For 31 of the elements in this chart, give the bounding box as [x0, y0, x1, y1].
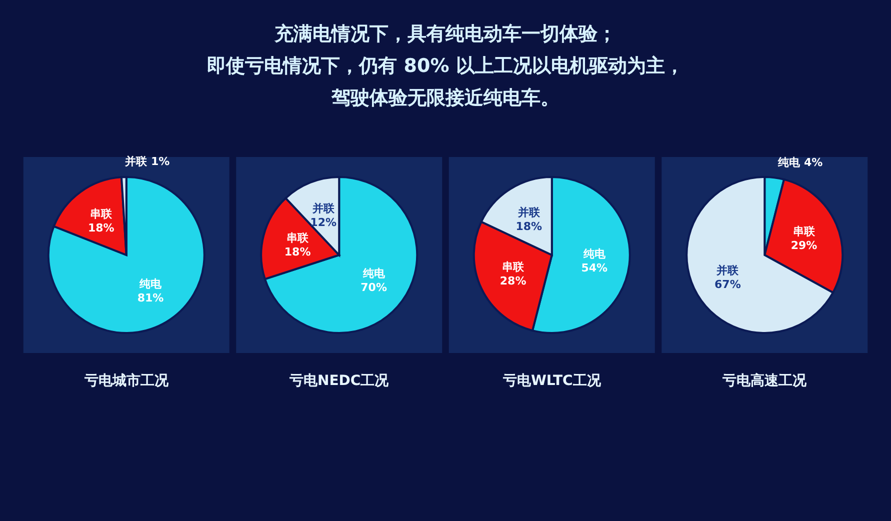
slice-label: 串联	[286, 231, 310, 244]
pie-slice	[264, 176, 418, 334]
text: 亏电WLTC工况	[502, 373, 602, 389]
slice-label: 纯电	[362, 267, 386, 280]
text: 即使亏电情况下，仍有 80% 以上工况以电机驱动为主，	[207, 55, 684, 77]
slice-label: 串联	[502, 260, 526, 274]
data-label: 18%	[88, 221, 114, 234]
slice-label: 纯电	[582, 247, 606, 260]
data-label: 18%	[516, 220, 542, 233]
data-label: 81%	[137, 291, 164, 304]
slice-label: 并联	[311, 202, 336, 216]
text: 亏电城市工况	[83, 372, 170, 389]
slice-label: 串联	[90, 207, 114, 220]
text: 驾驶体验无限接近纯电车。	[330, 87, 560, 109]
text: 亏电NEDC工况	[288, 373, 390, 389]
data-label: 67%	[714, 278, 741, 291]
data-label: 54%	[581, 261, 608, 274]
data-label: 18%	[284, 245, 311, 258]
pie-slice	[47, 176, 206, 334]
data-label: 70%	[360, 281, 388, 294]
slice-label: 并联	[716, 264, 740, 277]
data-label: 29%	[790, 238, 818, 252]
data-label: 12%	[310, 216, 337, 230]
slice-label: 纯电	[138, 277, 162, 290]
slice-label: 纯电 4%	[777, 156, 823, 169]
data-label: 28%	[500, 274, 526, 288]
slice-label: 并联 1%	[124, 155, 170, 168]
slice-label: 串联	[792, 224, 816, 238]
text: 充满电情况下，具有纯电动车一切体验；	[274, 23, 616, 45]
text: 亏电高速工况	[722, 372, 808, 389]
slice-label: 并联	[516, 206, 541, 219]
